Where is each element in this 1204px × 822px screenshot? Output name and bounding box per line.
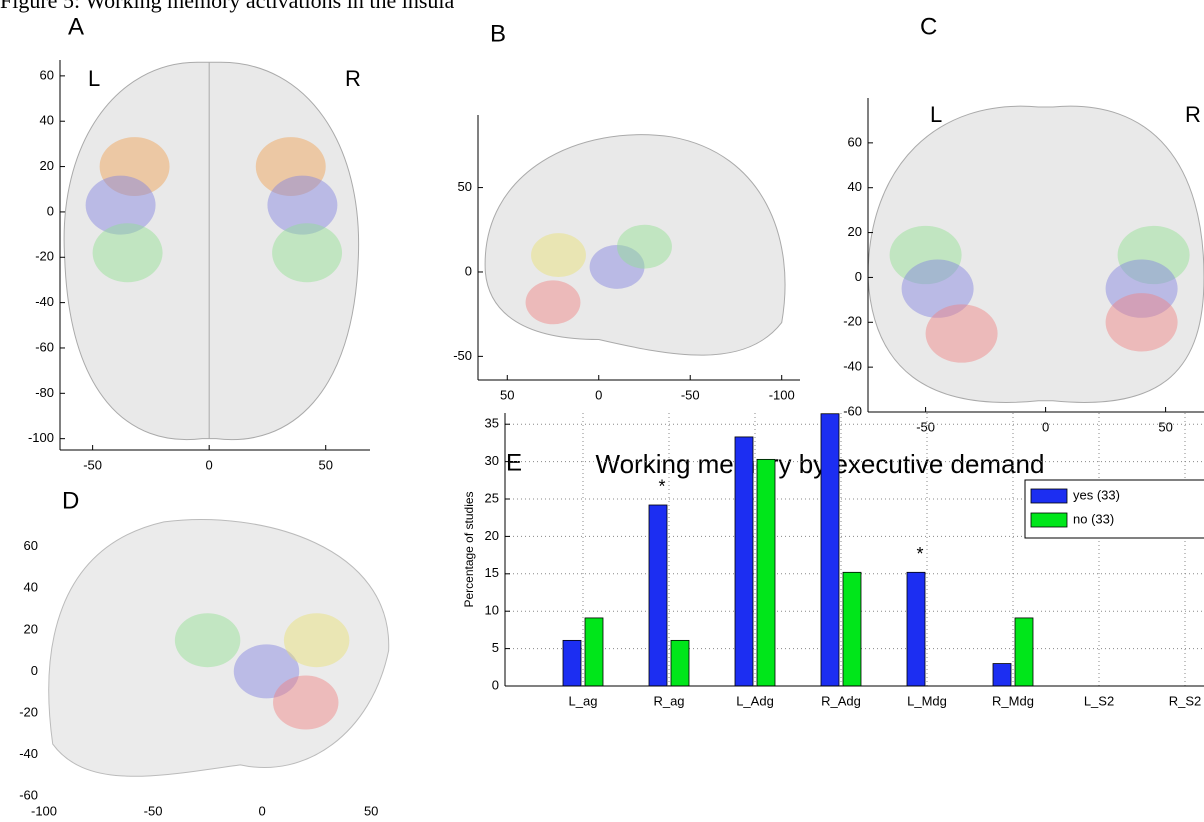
y-tick-label: 30 [485, 453, 499, 468]
bar [735, 437, 753, 686]
brain-render [868, 106, 1204, 402]
y-tick-label: -60 [35, 339, 54, 354]
y-tick-label: 5 [492, 640, 499, 655]
bar [993, 664, 1011, 686]
y-tick-label: 0 [31, 663, 38, 678]
region-blob [926, 304, 998, 362]
x-tick-label: L_ag [569, 693, 598, 708]
bar [649, 505, 667, 686]
panel-letter: A [68, 13, 84, 40]
x-tick-label: 0 [206, 457, 213, 472]
y-tick-label: 60 [848, 134, 862, 149]
y-tick-label: -40 [843, 359, 862, 374]
y-tick-label: -60 [19, 787, 38, 802]
x-tick-label: R_S2 [1169, 693, 1202, 708]
region-blob [531, 233, 586, 277]
x-tick-label: 0 [595, 387, 602, 402]
x-tick-label: -50 [83, 457, 102, 472]
region-blob [1106, 293, 1178, 351]
y-tick-label: -50 [453, 348, 472, 363]
y-tick-label: 20 [40, 158, 54, 173]
x-tick-label: 50 [318, 457, 332, 472]
y-tick-label: -100 [28, 430, 54, 445]
brain-render [49, 520, 389, 777]
bar [907, 572, 925, 686]
y-tick-label: 40 [24, 580, 38, 595]
hemisphere-label: R [345, 66, 361, 91]
region-blob [617, 225, 672, 269]
y-tick-label: 60 [24, 538, 38, 553]
x-tick-label: R_ag [653, 693, 684, 708]
y-tick-label: 35 [485, 416, 499, 431]
y-tick-label: 0 [855, 269, 862, 284]
hemisphere-label: R [1185, 102, 1201, 127]
x-tick-label: 50 [1158, 419, 1172, 434]
y-tick-label: 0 [492, 677, 499, 692]
bar [585, 618, 603, 686]
y-tick-label: -80 [35, 385, 54, 400]
x-tick-label: 50 [500, 387, 514, 402]
y-tick-label: 25 [485, 490, 499, 505]
region-blob [273, 676, 338, 730]
y-tick-label: -20 [19, 704, 38, 719]
bar [1015, 618, 1033, 686]
x-tick-label: R_Adg [821, 693, 861, 708]
y-tick-label: -20 [35, 249, 54, 264]
legend-swatch [1031, 513, 1067, 527]
legend-label: no (33) [1073, 511, 1114, 526]
significance-mark: * [916, 544, 923, 564]
y-tick-label: 50 [458, 179, 472, 194]
x-tick-label: -50 [144, 803, 163, 818]
x-tick-label: L_Adg [736, 693, 774, 708]
y-tick-label: 40 [40, 113, 54, 128]
panel-letter: C [920, 13, 937, 40]
hemisphere-label: L [930, 102, 942, 127]
x-tick-label: -100 [769, 387, 795, 402]
y-tick-label: 15 [485, 565, 499, 580]
x-tick-label: 0 [259, 803, 266, 818]
x-tick-label: 50 [364, 803, 378, 818]
x-tick-label: -50 [681, 387, 700, 402]
bar [843, 572, 861, 686]
region-blob [175, 613, 240, 667]
caption: Figure 5: Working memory activations in … [0, 0, 454, 13]
legend-label: yes (33) [1073, 487, 1120, 502]
legend-swatch [1031, 489, 1067, 503]
brain-render [64, 62, 359, 439]
x-tick-label: 0 [1042, 419, 1049, 434]
y-tick-label: -40 [19, 746, 38, 761]
y-tick-label: 20 [485, 528, 499, 543]
y-tick-label: -40 [35, 294, 54, 309]
x-tick-label: -50 [916, 419, 935, 434]
y-tick-label: 20 [848, 224, 862, 239]
bar [821, 414, 839, 686]
significance-mark: * [658, 477, 665, 497]
x-tick-label: R_Mdg [992, 693, 1034, 708]
y-tick-label: 20 [24, 621, 38, 636]
y-tick-label: 40 [848, 179, 862, 194]
y-tick-label: 0 [47, 203, 54, 218]
y-tick-label: 10 [485, 603, 499, 618]
bar [671, 640, 689, 686]
x-tick-label: L_Mdg [907, 693, 947, 708]
y-tick-label: -20 [843, 314, 862, 329]
y-tick-label: 0 [465, 263, 472, 278]
y-tick-label: -60 [843, 403, 862, 418]
bar [757, 459, 775, 686]
x-tick-label: L_S2 [1084, 693, 1114, 708]
bar [563, 640, 581, 686]
panel-letter: D [62, 487, 79, 514]
x-tick-label: -100 [31, 803, 57, 818]
y-tick-label: 60 [40, 67, 54, 82]
panel-letter: B [490, 20, 506, 47]
region-blob [272, 223, 342, 282]
region-blob [284, 613, 349, 667]
region-blob [93, 223, 163, 282]
figure: Figure 5: Working memory activations in … [0, 0, 1204, 822]
y-axis-label: Percentage of studies [462, 491, 476, 607]
hemisphere-label: L [88, 66, 100, 91]
panel-letter: E [506, 449, 522, 476]
chart-title: Working memory by executive demand [596, 449, 1045, 479]
region-blob [526, 280, 581, 324]
